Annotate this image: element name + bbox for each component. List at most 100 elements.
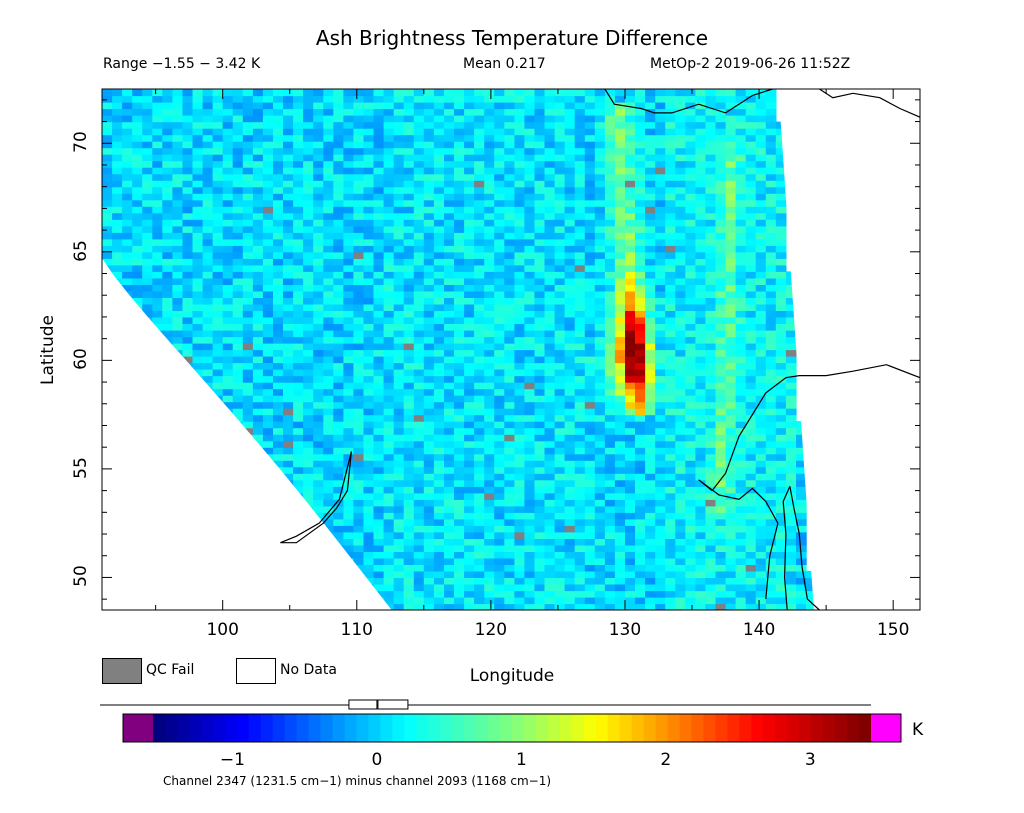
heatmap-cell	[715, 141, 727, 149]
heatmap-cell	[534, 193, 546, 201]
heatmap-cell	[625, 369, 636, 377]
heatmap-cell	[765, 551, 777, 559]
heatmap-cell	[112, 173, 123, 181]
heatmap-cell	[574, 401, 586, 409]
heatmap-cell	[594, 518, 606, 526]
heatmap-cell	[393, 375, 405, 383]
heatmap-cell	[494, 570, 505, 578]
heatmap-cell	[796, 466, 807, 474]
heatmap-cell	[735, 343, 747, 351]
heatmap-cell	[343, 297, 355, 305]
heatmap-cell	[504, 336, 515, 344]
heatmap-cell	[725, 356, 737, 364]
heatmap-cell	[132, 284, 143, 292]
heatmap-cell	[594, 382, 606, 390]
heatmap-cell	[343, 505, 355, 513]
heatmap-cell	[584, 245, 596, 253]
heatmap-cell	[262, 375, 274, 383]
heatmap-cell	[413, 362, 425, 370]
heatmap-cell	[645, 316, 656, 324]
heatmap-cell	[433, 551, 445, 559]
heatmap-cell	[775, 375, 787, 383]
heatmap-cell	[403, 401, 415, 409]
heatmap-cell	[775, 388, 787, 396]
heatmap-cell	[413, 538, 425, 546]
heatmap-cell	[363, 395, 375, 403]
heatmap-cell	[102, 128, 113, 136]
heatmap-cell	[705, 245, 717, 253]
heatmap-cell	[454, 518, 465, 526]
heatmap-cell	[584, 128, 596, 136]
heatmap-cell	[574, 303, 586, 311]
heatmap-cell	[594, 590, 606, 598]
heatmap-cell	[625, 128, 636, 136]
heatmap-cell	[655, 316, 666, 324]
heatmap-cell	[262, 290, 274, 298]
heatmap-cell	[202, 245, 214, 253]
heatmap-cell	[464, 486, 475, 494]
heatmap-cell	[383, 336, 395, 344]
heatmap-cell	[524, 167, 536, 175]
heatmap-cell	[454, 297, 465, 305]
heatmap-cell	[715, 330, 727, 338]
heatmap-cell	[675, 245, 686, 253]
heatmap-cell	[142, 180, 153, 188]
heatmap-cell	[403, 284, 415, 292]
heatmap-cell	[584, 108, 596, 116]
heatmap-cell	[715, 421, 727, 429]
heatmap-cell	[665, 440, 676, 448]
heatmap-cell	[705, 447, 717, 455]
heatmap-cell	[132, 225, 143, 233]
heatmap-cell	[715, 173, 727, 181]
heatmap-cell	[132, 102, 143, 110]
heatmap-cell	[474, 128, 485, 136]
heatmap-cell	[182, 102, 194, 110]
heatmap-cell	[474, 544, 485, 552]
heatmap-cell	[202, 108, 214, 116]
heatmap-cell	[474, 238, 485, 246]
heatmap-cell	[474, 303, 485, 311]
heatmap-cell	[262, 434, 274, 442]
heatmap-cell	[705, 297, 717, 305]
heatmap-cell	[333, 499, 344, 507]
heatmap-cell	[604, 167, 616, 175]
heatmap-cell	[705, 525, 717, 533]
heatmap-cell	[504, 115, 515, 123]
heatmap-cell	[423, 551, 435, 559]
heatmap-cell	[635, 219, 646, 227]
heatmap-cell	[313, 349, 324, 357]
heatmap-cell	[524, 460, 536, 468]
heatmap-cell	[705, 316, 717, 324]
heatmap-cell	[655, 570, 666, 578]
heatmap-cell	[464, 479, 475, 487]
heatmap-cell	[534, 408, 546, 416]
heatmap-cell	[323, 388, 334, 396]
heatmap-cell	[413, 219, 425, 227]
heatmap-cell	[735, 499, 747, 507]
heatmap-cell	[333, 395, 344, 403]
heatmap-cell	[433, 395, 445, 403]
heatmap-cell	[142, 108, 153, 116]
heatmap-cell	[273, 115, 284, 123]
heatmap-cell	[162, 316, 173, 324]
heatmap-cell	[444, 102, 455, 110]
heatmap-cell	[665, 147, 676, 155]
heatmap-cell	[796, 486, 807, 494]
heatmap-cell	[132, 193, 143, 201]
heatmap-cell	[413, 290, 425, 298]
heatmap-cell	[343, 544, 355, 552]
heatmap-cell	[333, 356, 344, 364]
heatmap-cell	[403, 453, 415, 461]
heatmap-cell	[152, 141, 163, 149]
heatmap-cell	[745, 447, 757, 455]
heatmap-cell	[655, 115, 666, 123]
heatmap-cell	[524, 434, 536, 442]
heatmap-cell	[524, 603, 536, 610]
heatmap-cell	[785, 447, 797, 455]
heatmap-cell	[474, 343, 485, 351]
heatmap-cell	[695, 258, 707, 266]
heatmap-cell	[454, 108, 465, 116]
heatmap-cell	[363, 160, 375, 168]
heatmap-cell	[514, 128, 526, 136]
heatmap-cell	[403, 584, 415, 592]
